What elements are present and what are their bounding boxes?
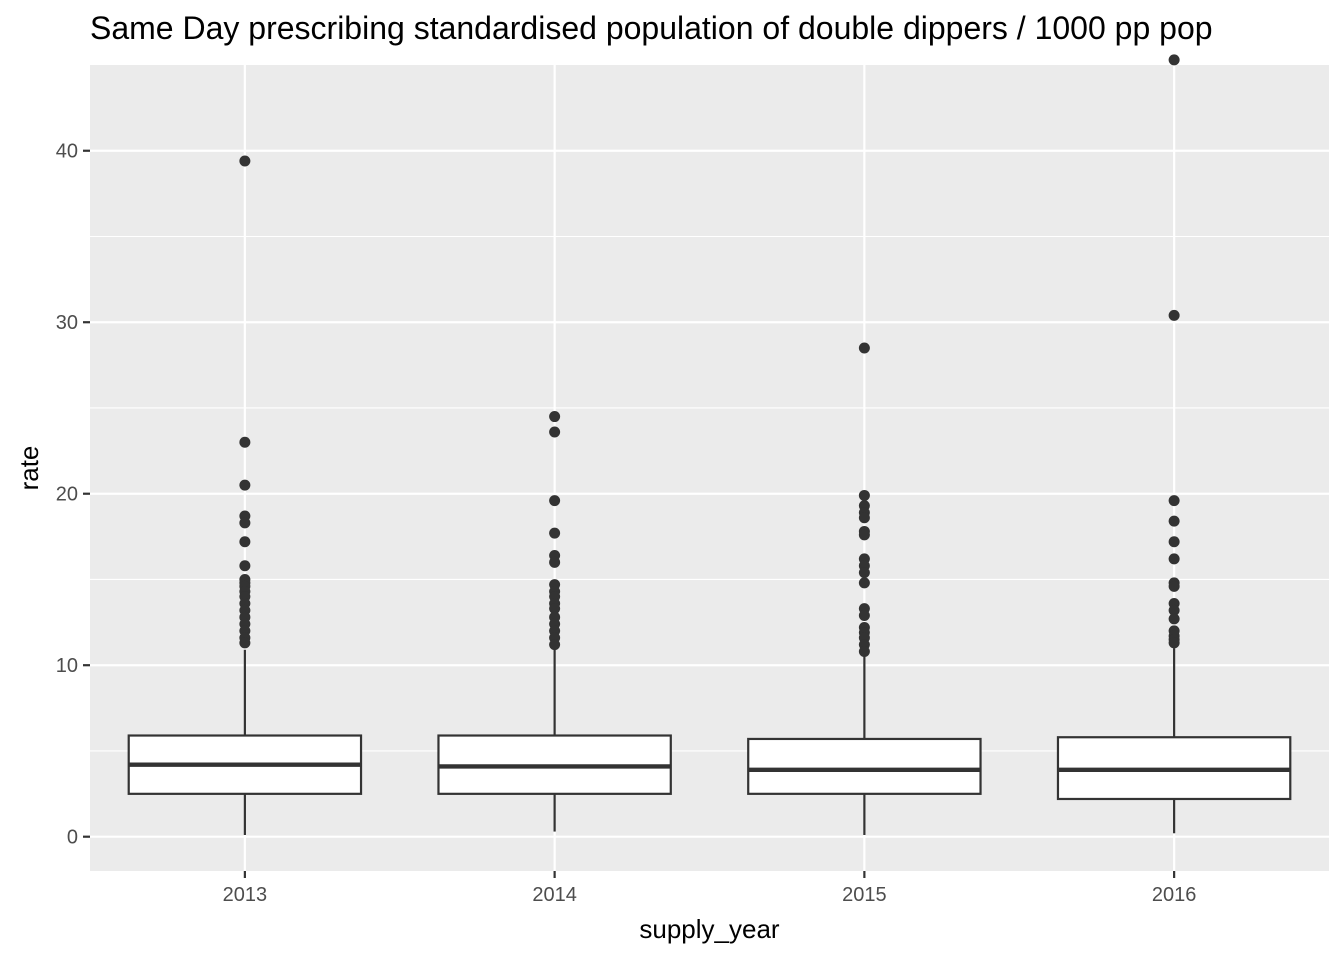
y-tick-label: 40 bbox=[56, 141, 78, 163]
outlier-point bbox=[549, 495, 561, 507]
outlier-point bbox=[239, 155, 251, 167]
outlier-point bbox=[858, 567, 870, 579]
outlier-point bbox=[1168, 309, 1180, 321]
x-tick-label: 2015 bbox=[842, 884, 887, 906]
boxplot-series bbox=[127, 54, 1292, 835]
outlier-point bbox=[239, 479, 251, 491]
outlier-point bbox=[858, 512, 870, 524]
outlier-point bbox=[239, 637, 251, 649]
box-2016 bbox=[1056, 54, 1292, 834]
outlier-point bbox=[239, 436, 251, 448]
outlier-point bbox=[858, 645, 870, 657]
outlier-point bbox=[1168, 613, 1180, 625]
outlier-point bbox=[858, 489, 870, 501]
outlier-point bbox=[858, 577, 870, 589]
chart-title: Same Day prescribing standardised popula… bbox=[90, 10, 1213, 46]
outlier-point bbox=[858, 342, 870, 354]
outlier-point bbox=[549, 527, 561, 539]
x-axis-title: supply_year bbox=[639, 914, 780, 944]
outlier-point bbox=[239, 536, 251, 548]
outlier-point bbox=[858, 529, 870, 541]
axes: 0 10 20 30 40 2013 2014 2015 2016 bbox=[56, 141, 1197, 906]
outlier-point bbox=[1168, 604, 1180, 616]
x-tick-label: 2013 bbox=[223, 884, 268, 906]
y-tick-label: 20 bbox=[56, 484, 78, 506]
outlier-point bbox=[549, 426, 561, 438]
outlier-point bbox=[1168, 536, 1180, 548]
grid-lines bbox=[90, 65, 1329, 871]
y-tick-label: 30 bbox=[56, 312, 78, 334]
outlier-point bbox=[239, 560, 251, 572]
outlier-point bbox=[1168, 580, 1180, 592]
outlier-point bbox=[549, 639, 561, 651]
box-2013 bbox=[127, 155, 363, 835]
outlier-point bbox=[1168, 553, 1180, 565]
x-tick-label: 2016 bbox=[1152, 884, 1197, 906]
outlier-point bbox=[1168, 54, 1180, 66]
y-tick-label: 0 bbox=[67, 827, 78, 849]
y-tick-label: 10 bbox=[56, 655, 78, 677]
box-2014 bbox=[437, 411, 672, 832]
y-axis-title: rate bbox=[14, 446, 44, 491]
outlier-point bbox=[1168, 495, 1180, 507]
outlier-point bbox=[1168, 515, 1180, 527]
outlier-point bbox=[549, 411, 561, 423]
x-tick-label: 2014 bbox=[532, 884, 577, 906]
box-2015 bbox=[747, 342, 982, 835]
outlier-point bbox=[239, 517, 251, 529]
outlier-point bbox=[1168, 637, 1180, 649]
outlier-point bbox=[549, 556, 561, 568]
outlier-point bbox=[549, 603, 561, 615]
iqr-box bbox=[747, 737, 982, 795]
outlier-point bbox=[858, 609, 870, 621]
